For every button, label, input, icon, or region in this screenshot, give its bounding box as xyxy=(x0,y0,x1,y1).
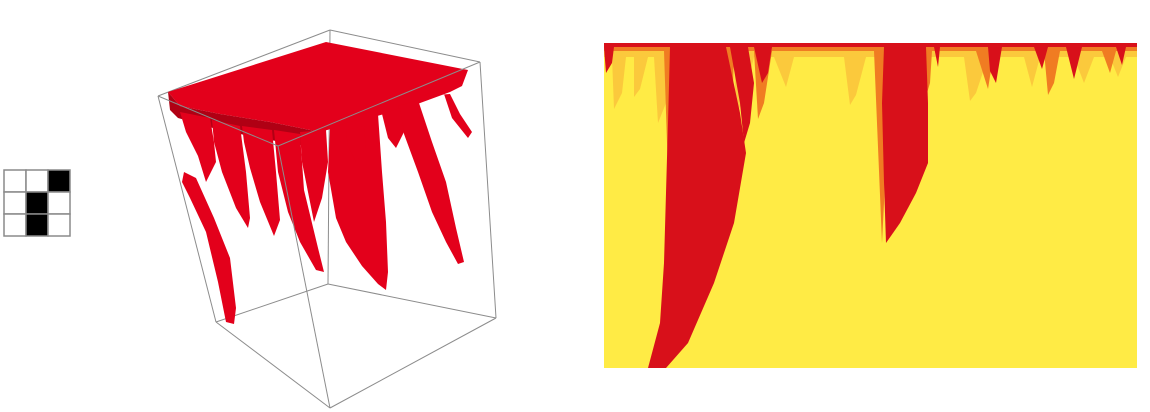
rule-cell xyxy=(47,191,71,215)
box-edge xyxy=(327,283,497,319)
density-high-region xyxy=(730,47,754,143)
voxel-spike xyxy=(242,126,280,236)
density-mid-region xyxy=(1044,51,1060,95)
voxel-3d-svg xyxy=(157,29,497,409)
density-low-region xyxy=(634,57,648,97)
rule-cell xyxy=(3,213,27,237)
voxel-top-slab xyxy=(168,42,468,132)
density-evolution-map xyxy=(604,43,1137,368)
density-high-region xyxy=(648,47,746,368)
density-high-region xyxy=(1066,47,1082,79)
density-low-region xyxy=(612,57,626,109)
density-high-region xyxy=(700,47,718,123)
density-low-region xyxy=(1074,57,1094,83)
rule-cell xyxy=(25,169,49,193)
box-edge xyxy=(479,61,497,319)
rule-cell xyxy=(3,191,27,215)
voxel-spike xyxy=(180,112,216,182)
density-high-region xyxy=(604,47,614,73)
rule-cell xyxy=(25,191,49,215)
box-edge xyxy=(215,321,331,409)
box-edge xyxy=(277,61,481,147)
rule-cell xyxy=(3,169,27,193)
rule-cell xyxy=(25,213,49,237)
density-high-region xyxy=(604,43,1137,47)
voxel-spike xyxy=(422,88,472,138)
density-high-region xyxy=(882,47,928,243)
voxel-spike xyxy=(328,114,388,290)
voxel-3d-view xyxy=(150,22,510,410)
voxel-spike xyxy=(346,126,366,162)
voxel-structure xyxy=(168,42,472,324)
rule-grid-svg xyxy=(3,169,71,237)
density-high-region xyxy=(1116,47,1126,65)
voxel-spike xyxy=(182,172,236,324)
density-high-region xyxy=(988,47,1002,83)
density-high-region xyxy=(934,47,940,67)
voxel-spike xyxy=(382,108,404,148)
rule-grid-icon xyxy=(2,168,72,238)
density-high-region xyxy=(1034,47,1048,69)
box-edge xyxy=(277,145,331,409)
box-edge xyxy=(157,29,331,97)
density-low-region xyxy=(844,57,866,105)
density-low-region xyxy=(774,57,794,87)
density-mid-region xyxy=(1102,51,1116,73)
voxel-spike xyxy=(212,120,250,228)
density-low-region xyxy=(1024,57,1040,87)
voxel-spike xyxy=(274,130,324,272)
voxel-spike xyxy=(300,130,328,222)
rule-cell xyxy=(47,169,71,193)
bounding-box-front xyxy=(157,61,497,409)
box-edge xyxy=(157,95,217,323)
density-high-layer xyxy=(604,43,1137,368)
box-edge xyxy=(157,95,279,147)
density-map-svg xyxy=(604,43,1137,368)
box-edge xyxy=(329,317,497,409)
rule-cell xyxy=(47,213,71,237)
voxel-spike xyxy=(398,100,464,264)
density-high-region xyxy=(754,47,772,83)
box-edge xyxy=(329,29,481,63)
